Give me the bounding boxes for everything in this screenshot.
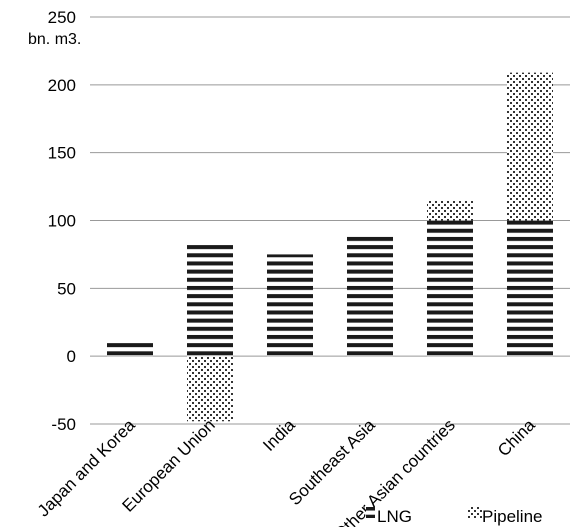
y-tick-label: 250: [48, 8, 76, 27]
bars: [107, 72, 553, 422]
bar-lng: [107, 339, 153, 357]
y-tick-label: -50: [51, 415, 76, 434]
legend-label-lng: LNG: [377, 507, 412, 526]
y-tick-label: 0: [67, 347, 76, 366]
y-axis-unit-label: bn. m3.: [28, 31, 81, 48]
y-axis-labels: -50 0 50 100 150 200 250: [48, 8, 76, 434]
y-tick-label: 200: [48, 76, 76, 95]
y-tick-label: 150: [48, 144, 76, 163]
legend-swatch-pipeline: [468, 507, 482, 518]
bar-pipeline: [507, 72, 553, 221]
legend-item-pipeline: Pipeline: [468, 507, 543, 526]
legend-swatch-lng: [366, 507, 375, 518]
y-tick-label: 50: [57, 279, 76, 298]
legend: LNG Pipeline: [366, 507, 543, 526]
bar-lng: [507, 220, 553, 357]
x-category-label: China: [494, 415, 539, 460]
bar-lng: [427, 220, 473, 357]
bar-lng: [187, 244, 233, 357]
bar-lng: [267, 254, 313, 357]
legend-label-pipeline: Pipeline: [482, 507, 543, 526]
bar-pipeline: [427, 200, 473, 221]
x-category-label: India: [259, 415, 299, 455]
bar-lng: [347, 234, 393, 357]
y-tick-label: 100: [48, 212, 76, 231]
bar-pipeline: [187, 356, 233, 422]
legend-item-lng: LNG: [366, 507, 412, 526]
grid-lines: [90, 16, 570, 425]
